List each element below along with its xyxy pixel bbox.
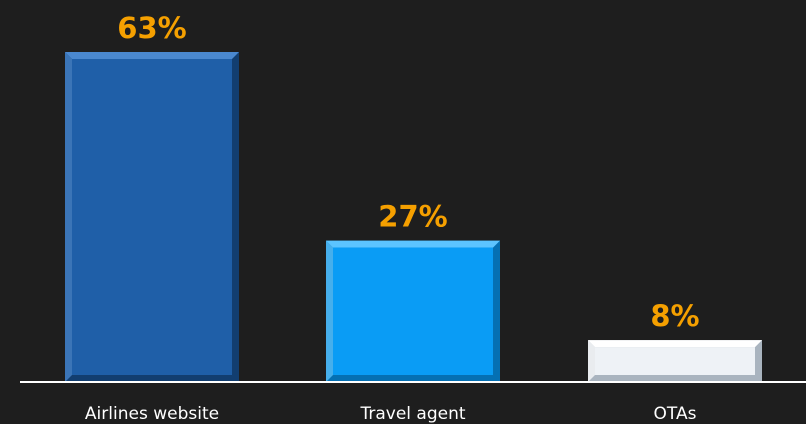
bar-bevel-left <box>588 340 595 382</box>
bar-airlines-website <box>65 52 239 382</box>
data-label: 27% <box>378 200 447 234</box>
data-label: 8% <box>650 299 699 333</box>
x-tick-label: Airlines website <box>85 404 219 424</box>
bar-bevel-top <box>588 340 762 348</box>
data-label: 63% <box>117 11 186 45</box>
x-tick-label: OTAs <box>654 404 697 424</box>
bar-otas <box>588 340 762 382</box>
bar-bevel-top <box>326 240 500 248</box>
bar-bevel-left <box>65 52 72 382</box>
bar-bevel-left <box>326 240 333 382</box>
bar-face <box>333 247 493 375</box>
bars-layer <box>65 52 762 382</box>
bar-travel-agent <box>326 240 500 382</box>
x-tick-label: Travel agent <box>359 404 465 424</box>
labels-layer: 63% Airlines website 27% Travel agent 8% OTAs <box>85 11 700 424</box>
bar-bevel-top <box>65 52 239 59</box>
bar-face <box>72 59 232 375</box>
bar-face <box>595 347 755 375</box>
